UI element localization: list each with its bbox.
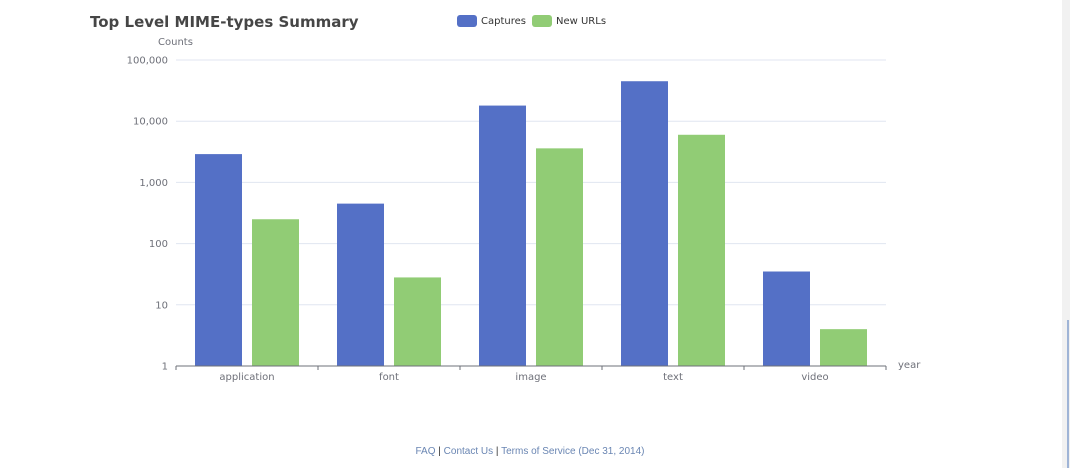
footer: FAQ | Contact Us | Terms of Service (Dec… (0, 446, 1060, 457)
y-axis-label: Counts (158, 37, 193, 48)
footer-separator: | (435, 446, 444, 457)
x-tick-label: image (515, 372, 546, 383)
x-axis-label: year (898, 360, 921, 371)
legend-item-new-urls[interactable]: New URLs (532, 15, 606, 27)
legend: Captures New URLs (457, 15, 606, 27)
x-tick-label: application (219, 372, 274, 383)
bar-new-urls-application[interactable] (252, 219, 299, 366)
mime-types-chart: Top Level MIME-types Summary Counts year… (90, 13, 921, 383)
legend-item-captures[interactable]: Captures (457, 15, 526, 27)
chart-title: Top Level MIME-types Summary (90, 13, 359, 31)
bar-captures-text[interactable] (621, 81, 668, 367)
contact-us-link[interactable]: Contact Us (443, 446, 494, 457)
x-tick-label: video (801, 372, 828, 383)
bar-captures-image[interactable] (479, 105, 526, 366)
scrollbar-thumb[interactable] (1067, 320, 1069, 468)
x-axis: application font image text video (175, 365, 887, 383)
scrollbar[interactable] (1062, 0, 1070, 468)
y-tick-label: 1 (162, 362, 168, 373)
bar-captures-application[interactable] (195, 154, 242, 366)
legend-label: Captures (481, 16, 526, 27)
bar-new-urls-video[interactable] (820, 329, 867, 366)
legend-swatch (457, 15, 477, 27)
y-tick-label: 10 (155, 300, 168, 311)
x-tick-label: font (379, 372, 399, 383)
bar-new-urls-image[interactable] (536, 148, 583, 366)
y-tick-label: 1,000 (139, 178, 168, 189)
bar-new-urls-font[interactable] (394, 277, 441, 366)
y-tick-label: 100,000 (127, 56, 168, 67)
x-tick-label: text (663, 372, 683, 383)
y-tick-label: 100 (149, 239, 168, 250)
bar-new-urls-text[interactable] (678, 134, 725, 366)
y-tick-label: 10,000 (133, 117, 168, 128)
legend-label: New URLs (556, 16, 606, 27)
bar-captures-font[interactable] (337, 203, 384, 366)
legend-swatch (532, 15, 552, 27)
terms-of-service-link[interactable]: Terms of Service (Dec 31, 2014) (501, 446, 645, 457)
bar-captures-video[interactable] (763, 271, 810, 366)
footer-separator: | (493, 446, 502, 457)
faq-link[interactable]: FAQ (415, 446, 436, 457)
bars (195, 81, 867, 367)
